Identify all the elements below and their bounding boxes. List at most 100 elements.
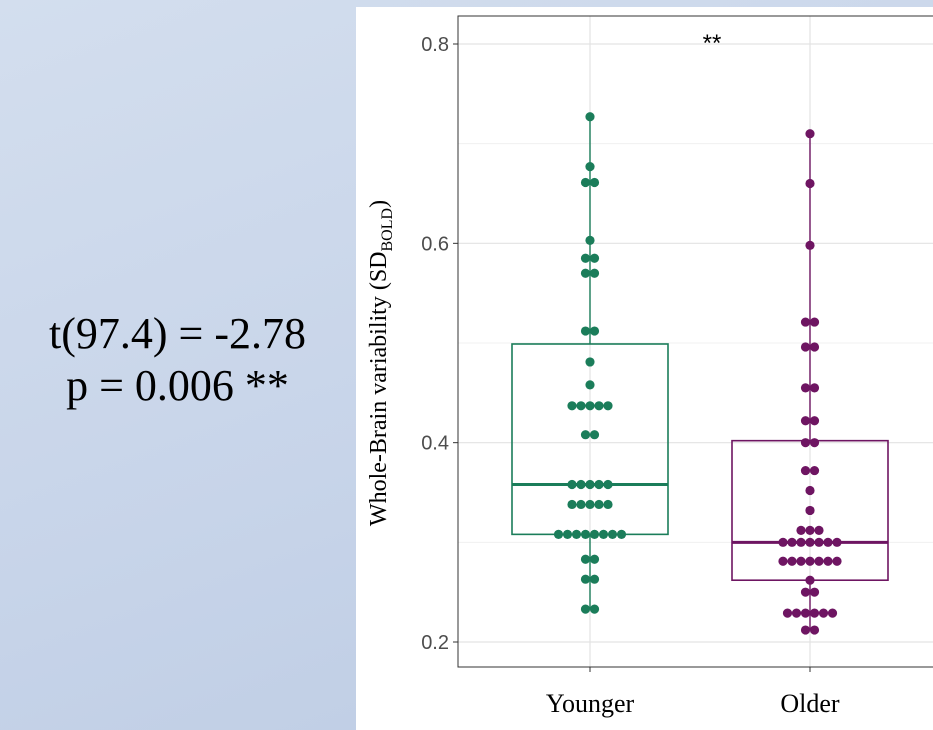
data-point — [589, 604, 600, 614]
y-tick-label: 0.8 — [421, 34, 449, 56]
data-point — [814, 525, 824, 535]
data-point — [805, 556, 815, 566]
data-point — [580, 268, 591, 278]
x-category-label: Younger — [546, 689, 635, 718]
y-tick-label: 0.6 — [421, 233, 449, 255]
data-point — [778, 537, 788, 547]
data-point — [800, 317, 811, 327]
data-point — [787, 537, 797, 547]
t-statistic-text: t(97.4) = -2.78 — [49, 309, 306, 358]
data-point — [800, 438, 811, 448]
p-value-text: p = 0.006 ** — [66, 361, 289, 410]
data-point — [823, 556, 833, 566]
data-point — [576, 499, 586, 510]
data-point — [827, 608, 838, 618]
data-point — [576, 401, 586, 411]
data-point — [809, 625, 820, 635]
data-point — [585, 357, 595, 367]
data-point — [567, 499, 577, 510]
data-point — [576, 479, 586, 490]
data-point — [800, 416, 811, 426]
y-tick-label: 0.2 — [421, 632, 449, 654]
data-point — [580, 529, 591, 539]
data-point — [594, 499, 604, 510]
data-point — [585, 380, 595, 390]
data-point — [787, 556, 797, 566]
x-category-label: Older — [780, 689, 840, 718]
data-point — [805, 505, 815, 516]
data-point — [589, 177, 600, 188]
data-point — [603, 479, 613, 490]
data-point — [580, 253, 591, 263]
data-point — [594, 401, 604, 411]
data-point — [562, 529, 573, 539]
data-point — [805, 129, 815, 139]
data-point — [589, 554, 600, 564]
boxplot-chart: 0.2 0.4 0.6 0.8 Younger Older Whole-Brain var… — [366, 15, 933, 718]
data-point — [818, 608, 829, 618]
data-point — [800, 587, 811, 597]
data-point — [589, 268, 600, 278]
data-point — [567, 479, 577, 490]
boxes — [511, 116, 889, 631]
data-point — [553, 529, 564, 539]
data-point — [800, 383, 811, 393]
data-point — [594, 479, 604, 490]
data-point — [580, 574, 591, 584]
y-axis-title-close: ) — [366, 200, 392, 208]
data-point — [616, 529, 627, 539]
data-point — [823, 537, 833, 547]
y-axis-title-main: Whole-Brain variability (SD — [366, 251, 392, 526]
data-point — [585, 235, 595, 245]
data-point — [796, 525, 806, 535]
chart-panel: 0.2 0.4 0.6 0.8 Younger Older Whole-Brain var… — [356, 7, 933, 730]
data-point — [585, 161, 595, 172]
data-point — [832, 556, 842, 566]
y-tick-label: 0.4 — [421, 433, 449, 455]
grid-lines — [458, 16, 933, 667]
data-point — [809, 587, 820, 597]
data-point — [809, 317, 820, 327]
data-point — [791, 608, 802, 618]
data-point — [571, 529, 582, 539]
data-point — [580, 554, 591, 564]
data-point — [585, 499, 595, 510]
data-point — [805, 178, 815, 189]
data-point — [603, 499, 613, 510]
data-point — [598, 529, 609, 539]
data-point — [796, 537, 806, 547]
data-point — [589, 326, 600, 336]
data-point — [800, 342, 811, 352]
data-points — [553, 112, 842, 635]
data-point — [589, 529, 600, 539]
data-point — [589, 430, 600, 440]
data-point — [809, 416, 820, 426]
data-point — [809, 383, 820, 393]
significance-mark: ** — [703, 30, 722, 57]
data-point — [778, 556, 788, 566]
axes: 0.2 0.4 0.6 0.8 Younger Older — [421, 34, 840, 718]
y-axis-title: Whole-Brain variability (SDBOLD) — [366, 200, 396, 526]
data-point — [809, 608, 820, 618]
data-point — [805, 575, 815, 585]
data-point — [805, 525, 815, 535]
data-point — [809, 465, 820, 476]
data-point — [809, 342, 820, 352]
data-point — [814, 537, 824, 547]
data-point — [782, 608, 793, 618]
data-point — [585, 479, 595, 490]
data-point — [805, 537, 815, 547]
stats-annotation: t(97.4) = -2.78 p = 0.006 ** — [0, 308, 355, 412]
plot-frame — [457, 15, 933, 668]
y-axis-title-subscript: BOLD — [379, 208, 396, 252]
data-point — [580, 326, 591, 336]
data-point — [589, 574, 600, 584]
data-point — [832, 537, 842, 547]
data-point — [585, 401, 595, 411]
data-point — [800, 625, 811, 635]
data-point — [809, 438, 820, 448]
data-point — [603, 401, 613, 411]
data-point — [580, 430, 591, 440]
data-point — [607, 529, 618, 539]
data-point — [800, 465, 811, 476]
